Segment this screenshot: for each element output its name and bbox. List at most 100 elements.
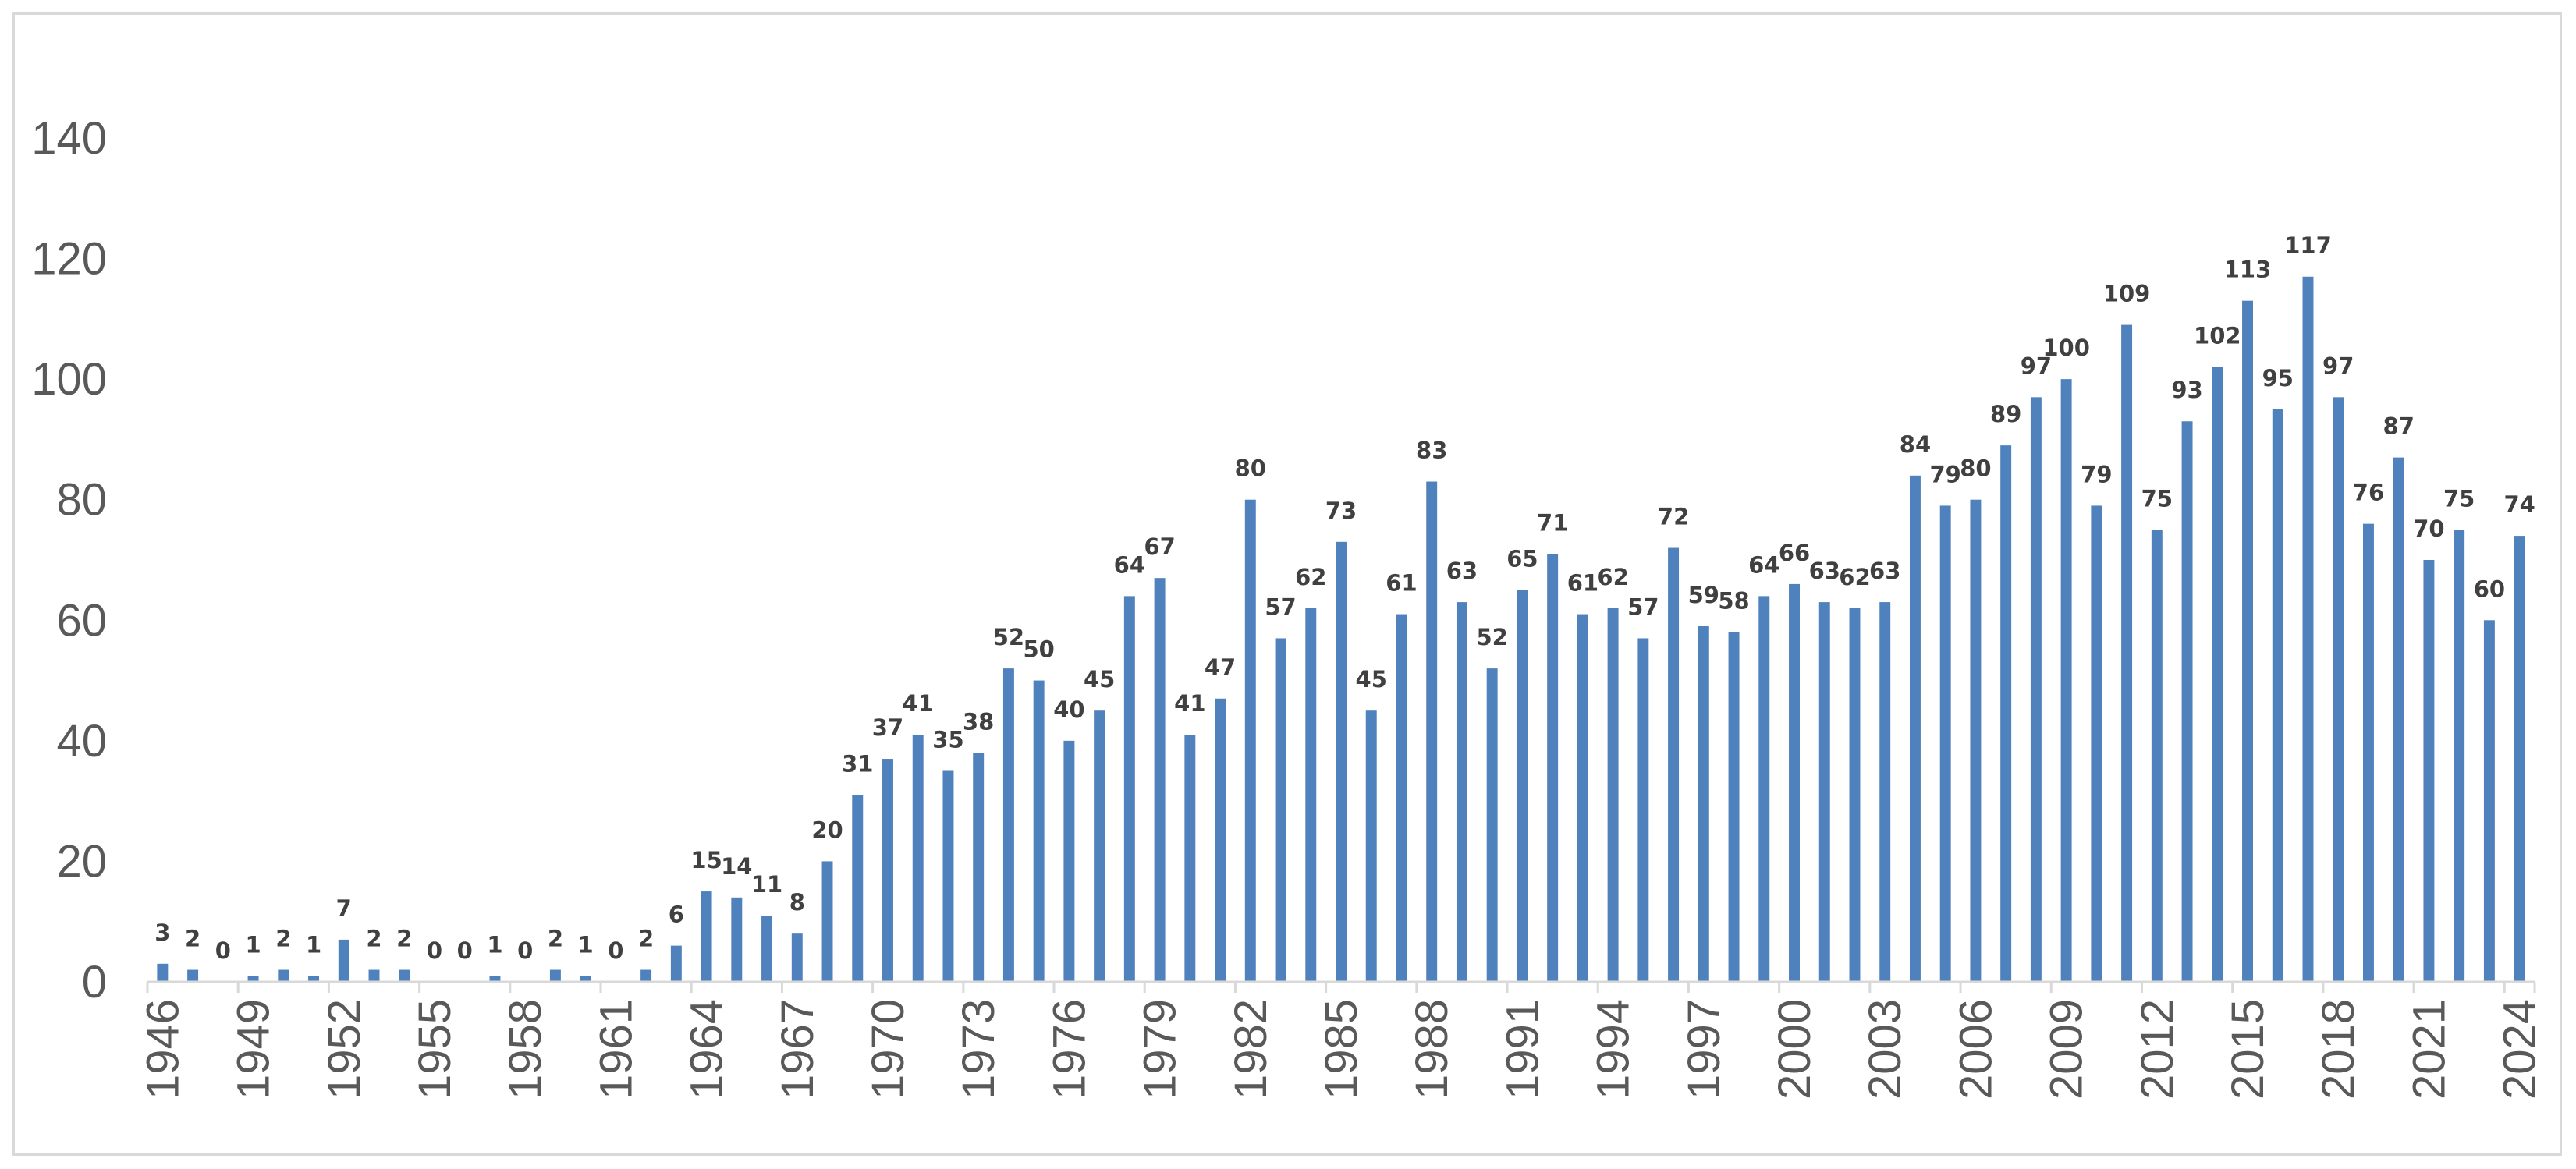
x-tick-label: 1958 [500, 999, 551, 1100]
data-label: 15 [690, 847, 722, 873]
bar [1094, 710, 1105, 982]
x-tick-label: 1952 [319, 999, 370, 1100]
data-label: 2 [638, 926, 654, 952]
bar [187, 969, 199, 982]
data-label: 0 [427, 937, 442, 964]
x-tick-label: 1964 [682, 999, 733, 1100]
data-label: 40 [1053, 696, 1084, 723]
bar [2302, 276, 2314, 982]
bar [2121, 324, 2133, 983]
data-label: 84 [1900, 431, 1931, 458]
bar [2483, 620, 2495, 982]
data-label: 52 [1476, 624, 1507, 650]
bar [1002, 668, 1014, 982]
bar [1909, 475, 1921, 982]
x-tick-label: 1994 [1588, 999, 1639, 1100]
bar [1396, 614, 1407, 982]
bar [399, 969, 410, 982]
data-label: 47 [1205, 654, 1236, 681]
bar [2151, 530, 2163, 982]
bar [1275, 638, 1286, 982]
data-label: 0 [608, 937, 623, 964]
data-label: 113 [2224, 257, 2272, 283]
data-label: 72 [1658, 504, 1689, 530]
bar [2454, 530, 2465, 982]
bar [942, 770, 954, 982]
data-label: 2 [396, 926, 412, 952]
data-label: 1 [306, 931, 321, 958]
x-tick-label: 2021 [2404, 999, 2454, 1100]
data-label: 2 [275, 926, 291, 952]
bar [973, 753, 985, 982]
data-label: 64 [1748, 551, 1779, 578]
data-labels: 3 2 0 1 2 172 2 0 0 1 0 2 1 0 261514118203137413538525… [154, 232, 2535, 964]
x-tick-label: 2015 [2223, 999, 2273, 1100]
x-tick-label: 1991 [1497, 999, 1548, 1100]
data-label: 2 [185, 926, 200, 952]
data-label: 0 [215, 937, 231, 964]
data-label: 95 [2262, 365, 2294, 391]
bar [2393, 457, 2404, 982]
y-tick-label: 120 [31, 234, 107, 285]
x-tick-label: 2009 [2042, 999, 2092, 1100]
bar [1123, 596, 1135, 982]
bar [1517, 590, 1528, 982]
bar [852, 795, 864, 982]
data-label: 63 [1869, 558, 1900, 584]
bar [2423, 560, 2435, 982]
bar [1244, 499, 1256, 982]
bar [701, 891, 712, 982]
data-label: 67 [1144, 533, 1175, 560]
data-label: 35 [932, 727, 963, 753]
bar [338, 939, 349, 982]
y-tick-label: 80 [56, 475, 107, 526]
data-label: 50 [1023, 636, 1054, 663]
data-label: 45 [1356, 666, 1387, 693]
x-tick-label: 2006 [1950, 999, 2001, 1100]
data-label: 1 [245, 931, 261, 958]
data-label: 45 [1084, 666, 1115, 693]
bar [1426, 481, 1438, 982]
bar [2272, 409, 2283, 982]
data-label: 38 [963, 708, 994, 735]
bar [2000, 445, 2012, 982]
bar [1970, 499, 1982, 982]
bar [1577, 614, 1588, 982]
data-label: 75 [2443, 485, 2475, 512]
bar [1486, 668, 1498, 982]
x-tick-label: 1985 [1316, 999, 1367, 1100]
bar [1668, 547, 1680, 982]
x-tick-label: 1961 [591, 999, 641, 1100]
data-label: 3 [154, 919, 170, 946]
bar [2212, 367, 2223, 983]
x-tick-label: 1970 [863, 999, 914, 1100]
data-label: 41 [903, 690, 934, 717]
bar [2333, 397, 2344, 982]
data-label: 0 [457, 937, 473, 964]
data-label: 79 [1930, 461, 1961, 487]
data-label: 0 [517, 937, 533, 964]
bar [1184, 735, 1196, 982]
data-label: 8 [789, 889, 805, 916]
bar [670, 945, 682, 982]
data-label: 71 [1537, 509, 1568, 536]
data-label: 97 [2322, 352, 2354, 379]
data-label: 100 [2042, 335, 2090, 361]
data-label: 83 [1416, 437, 1447, 464]
data-label: 6 [669, 902, 684, 928]
bar [2514, 536, 2525, 982]
bar [489, 976, 501, 982]
data-label: 37 [872, 714, 903, 741]
data-label: 64 [1114, 551, 1145, 578]
bar [1758, 596, 1770, 982]
x-tick-label: 1973 [953, 999, 1004, 1100]
data-label: 74 [2503, 491, 2535, 518]
bar [1033, 680, 1045, 982]
bar [1879, 602, 1891, 982]
x-tick-label: 1988 [1407, 999, 1457, 1100]
data-label: 2 [366, 926, 381, 952]
data-label: 58 [1718, 588, 1749, 615]
bar [2242, 300, 2253, 983]
data-label: 62 [1597, 564, 1628, 590]
